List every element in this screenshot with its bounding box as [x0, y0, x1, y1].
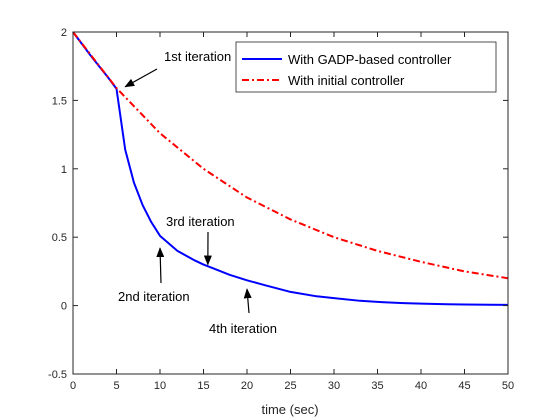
- annotation-arrow: [156, 247, 165, 284]
- x-tick-label: 10: [154, 380, 166, 392]
- legend: With GADP-based controller With initial …: [235, 41, 497, 93]
- x-axis-ticks: 0 5 10 15 20 25 30 35 40 45 50: [70, 32, 514, 392]
- legend-entry-gadp: With GADP-based controller: [288, 52, 452, 67]
- annotation-label: 1st iteration: [164, 49, 231, 64]
- x-tick-label: 15: [197, 380, 209, 392]
- y-tick-label: 1.5: [52, 95, 67, 107]
- x-tick-label: 35: [371, 380, 383, 392]
- x-tick-label: 30: [328, 380, 340, 392]
- x-tick-label: 0: [70, 380, 76, 392]
- y-tick-label: 2: [61, 27, 67, 39]
- y-tick-label: -0.5: [48, 369, 67, 381]
- x-tick-label: 45: [458, 380, 470, 392]
- annotation-label: 3rd iteration: [166, 214, 235, 229]
- legend-entry-initial: With initial controller: [288, 73, 405, 88]
- legend-box: [235, 41, 497, 93]
- x-tick-label: 25: [284, 380, 296, 392]
- x-axis-label: time (sec): [261, 402, 318, 417]
- annotation-arrow: [124, 68, 158, 88]
- annotations: 1st iteration 2nd iteration 3rd iteration 4…: [118, 49, 277, 336]
- annotation-arrow: [243, 288, 252, 314]
- y-tick-label: 1: [61, 164, 67, 176]
- y-tick-label: 0: [61, 301, 67, 313]
- x-tick-label: 50: [502, 380, 514, 392]
- y-tick-label: 0.5: [52, 232, 67, 244]
- x-tick-label: 5: [113, 380, 119, 392]
- x-tick-label: 40: [415, 380, 427, 392]
- annotation-label: 2nd iteration: [118, 289, 190, 304]
- y-axis-ticks: -0.5 0 0.5 1 1.5 2: [48, 27, 508, 381]
- series-layer: [72, 31, 509, 306]
- annotation-label: 4th iteration: [209, 321, 277, 336]
- series-line-2: [72, 31, 509, 280]
- x-tick-label: 20: [241, 380, 253, 392]
